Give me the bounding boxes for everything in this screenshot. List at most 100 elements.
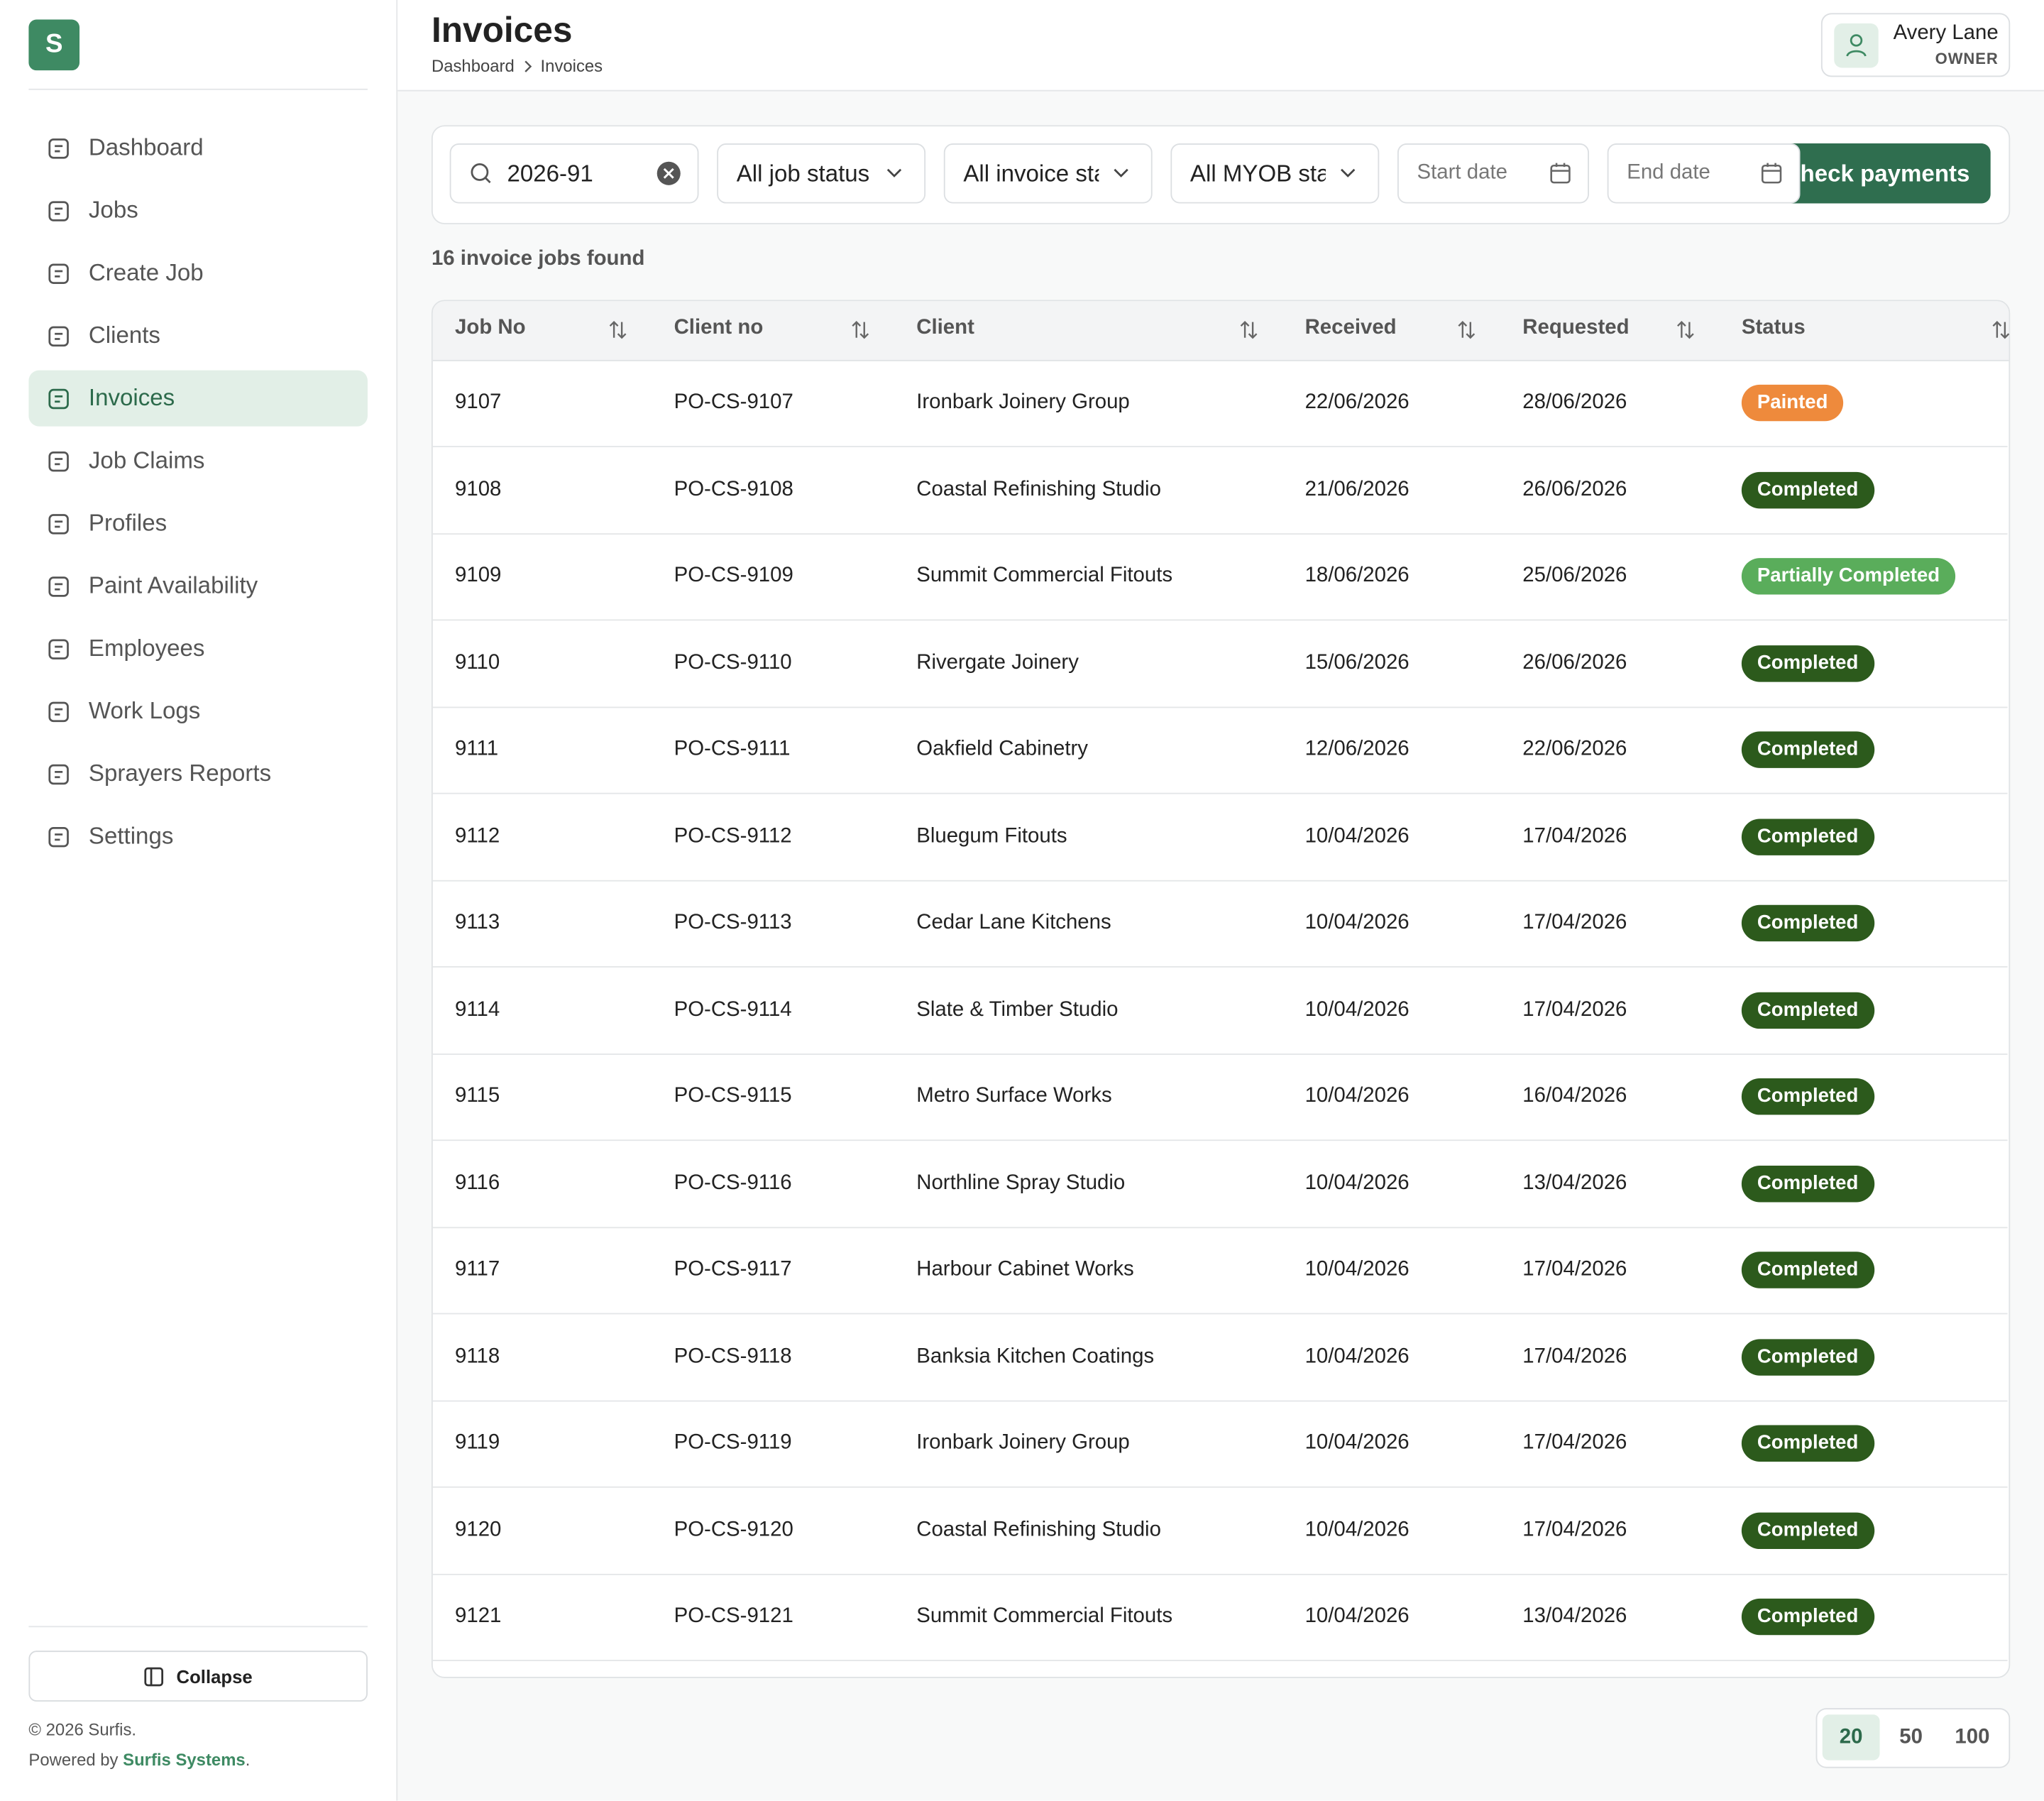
label: Slate & Timber Studio — [916, 998, 1119, 1021]
powered: Powered by Surfis Systems. — [28, 1750, 250, 1770]
label: 9114 — [455, 998, 500, 1021]
check-payments-button[interactable]: Check payments — [1772, 143, 1991, 204]
end-date[interactable]: End date — [1607, 143, 1801, 204]
cell: 9116 — [455, 1171, 500, 1195]
sort-icon[interactable] — [851, 319, 869, 347]
label: 10/04/2026 — [1304, 1345, 1410, 1367]
cell: 9111 — [455, 738, 498, 762]
cell: 10/04/2026 — [1305, 998, 1410, 1022]
label: Client no — [674, 317, 764, 339]
table-row[interactable] — [432, 794, 2008, 881]
nav-item[interactable]: Paint Availability — [28, 558, 368, 614]
nav-item[interactable]: Employees — [28, 620, 368, 677]
divider — [28, 88, 368, 90]
label: 9108 — [455, 478, 502, 500]
cell: PO-CS-9121 — [674, 1605, 793, 1628]
table-row[interactable] — [432, 1487, 2008, 1575]
company-link[interactable]: Surfis Systems — [123, 1749, 246, 1770]
table-row[interactable] — [432, 360, 2008, 447]
cell: PO-CS-9109 — [674, 564, 793, 588]
cell: PO-CS-9119 — [674, 1432, 792, 1455]
table-row[interactable] — [432, 1227, 2008, 1315]
nav-item[interactable]: Clients — [28, 307, 368, 363]
nav-item[interactable]: Job Claims — [28, 433, 368, 489]
label: Profiles — [88, 510, 167, 536]
table-row[interactable] — [432, 1140, 2008, 1228]
cell: 16/04/2026 — [1522, 1085, 1627, 1108]
sort-icon[interactable] — [1676, 319, 1695, 347]
page-size-option[interactable]: 100 — [1943, 1714, 2002, 1760]
status-badge: Completed — [1741, 1338, 1874, 1375]
myob-status-select[interactable]: All MYOB status — [1170, 143, 1380, 204]
label: 9116 — [455, 1171, 500, 1194]
label: 9117 — [455, 1258, 500, 1281]
cell: Slate & Timber Studio — [916, 998, 1118, 1022]
label: 10/04/2026 — [1304, 1085, 1410, 1107]
table-row[interactable] — [432, 447, 2008, 535]
column-header[interactable]: Client no — [674, 317, 764, 340]
nav-item[interactable]: Jobs — [28, 182, 368, 239]
column-header[interactable]: Client — [916, 317, 974, 340]
label: Completed — [1757, 911, 1859, 934]
invoice-status-select[interactable]: All invoice status — [943, 143, 1153, 204]
label: PO-CS-9114 — [674, 998, 792, 1021]
table-row[interactable] — [432, 707, 2008, 794]
select-value: All job status — [736, 159, 870, 186]
sort-icon[interactable] — [1992, 319, 2011, 347]
cell: 9113 — [455, 912, 500, 935]
nav-item[interactable]: Create Job — [28, 245, 368, 301]
cell: 9114 — [455, 998, 500, 1022]
cell: PO-CS-9111 — [674, 738, 791, 762]
status-badge: Completed — [1741, 818, 1874, 855]
column-header[interactable]: Requested — [1522, 317, 1629, 340]
table-row[interactable] — [432, 880, 2008, 968]
cell: PO-CS-9120 — [674, 1518, 793, 1542]
label: 17/04/2026 — [1522, 824, 1627, 847]
table-row[interactable] — [432, 1574, 2008, 1661]
cell: 17/04/2026 — [1522, 1518, 1627, 1542]
label: 9112 — [455, 824, 500, 847]
cell: Coastal Refinishing Studio — [916, 1518, 1161, 1542]
table-row[interactable] — [432, 620, 2008, 708]
nav-item[interactable]: Work Logs — [28, 683, 368, 739]
user-menu[interactable]: Avery Lane OWNER — [1820, 13, 2011, 77]
cell: 9108 — [455, 478, 501, 501]
cell: PO-CS-9110 — [674, 651, 792, 674]
search-input[interactable]: 2026-91 — [449, 143, 699, 204]
cell: 9115 — [455, 1085, 500, 1108]
label: 22/06/2026 — [1304, 391, 1410, 414]
status-badge: Completed — [1741, 645, 1874, 681]
table-row[interactable] — [432, 1314, 2008, 1401]
nav-item[interactable]: Settings — [28, 809, 368, 865]
job-status-select[interactable]: All job status — [717, 143, 926, 204]
label: 9115 — [455, 1085, 500, 1107]
column-header[interactable]: Received — [1305, 317, 1397, 340]
column-header[interactable]: Status — [1742, 317, 1806, 340]
cell: 9110 — [455, 651, 500, 674]
label: 10/04/2026 — [1304, 1171, 1410, 1194]
sort-icon[interactable] — [1240, 319, 1258, 347]
nav-item[interactable]: Dashboard — [28, 120, 368, 176]
label: 13/04/2026 — [1522, 1171, 1627, 1194]
collapse-button[interactable]: Collapse — [28, 1651, 368, 1702]
sort-icon[interactable] — [609, 319, 627, 347]
page-size-option[interactable]: 20 — [1822, 1714, 1880, 1761]
start-date[interactable]: Start date — [1397, 143, 1589, 204]
nav-item[interactable]: Sprayers Reports — [28, 746, 368, 802]
crumb[interactable]: Dashboard — [431, 55, 515, 76]
label: Jobs — [88, 197, 138, 224]
label: Completed — [1757, 738, 1859, 760]
cell: 10/04/2026 — [1305, 1085, 1410, 1108]
table-row[interactable] — [432, 533, 2008, 621]
table-row[interactable] — [432, 1401, 2008, 1488]
table-row[interactable] — [432, 967, 2008, 1054]
page-size-option[interactable]: 50 — [1885, 1714, 1937, 1760]
label: Clients — [88, 322, 160, 349]
cell: Harbour Cabinet Works — [916, 1258, 1134, 1281]
sort-icon[interactable] — [1457, 319, 1476, 347]
column-header[interactable]: Job No — [455, 317, 526, 340]
nav-item[interactable]: Profiles — [28, 496, 368, 552]
nav-item[interactable]: Invoices — [28, 370, 368, 427]
table-row[interactable] — [432, 1053, 2008, 1142]
avatar — [1834, 23, 1879, 68]
